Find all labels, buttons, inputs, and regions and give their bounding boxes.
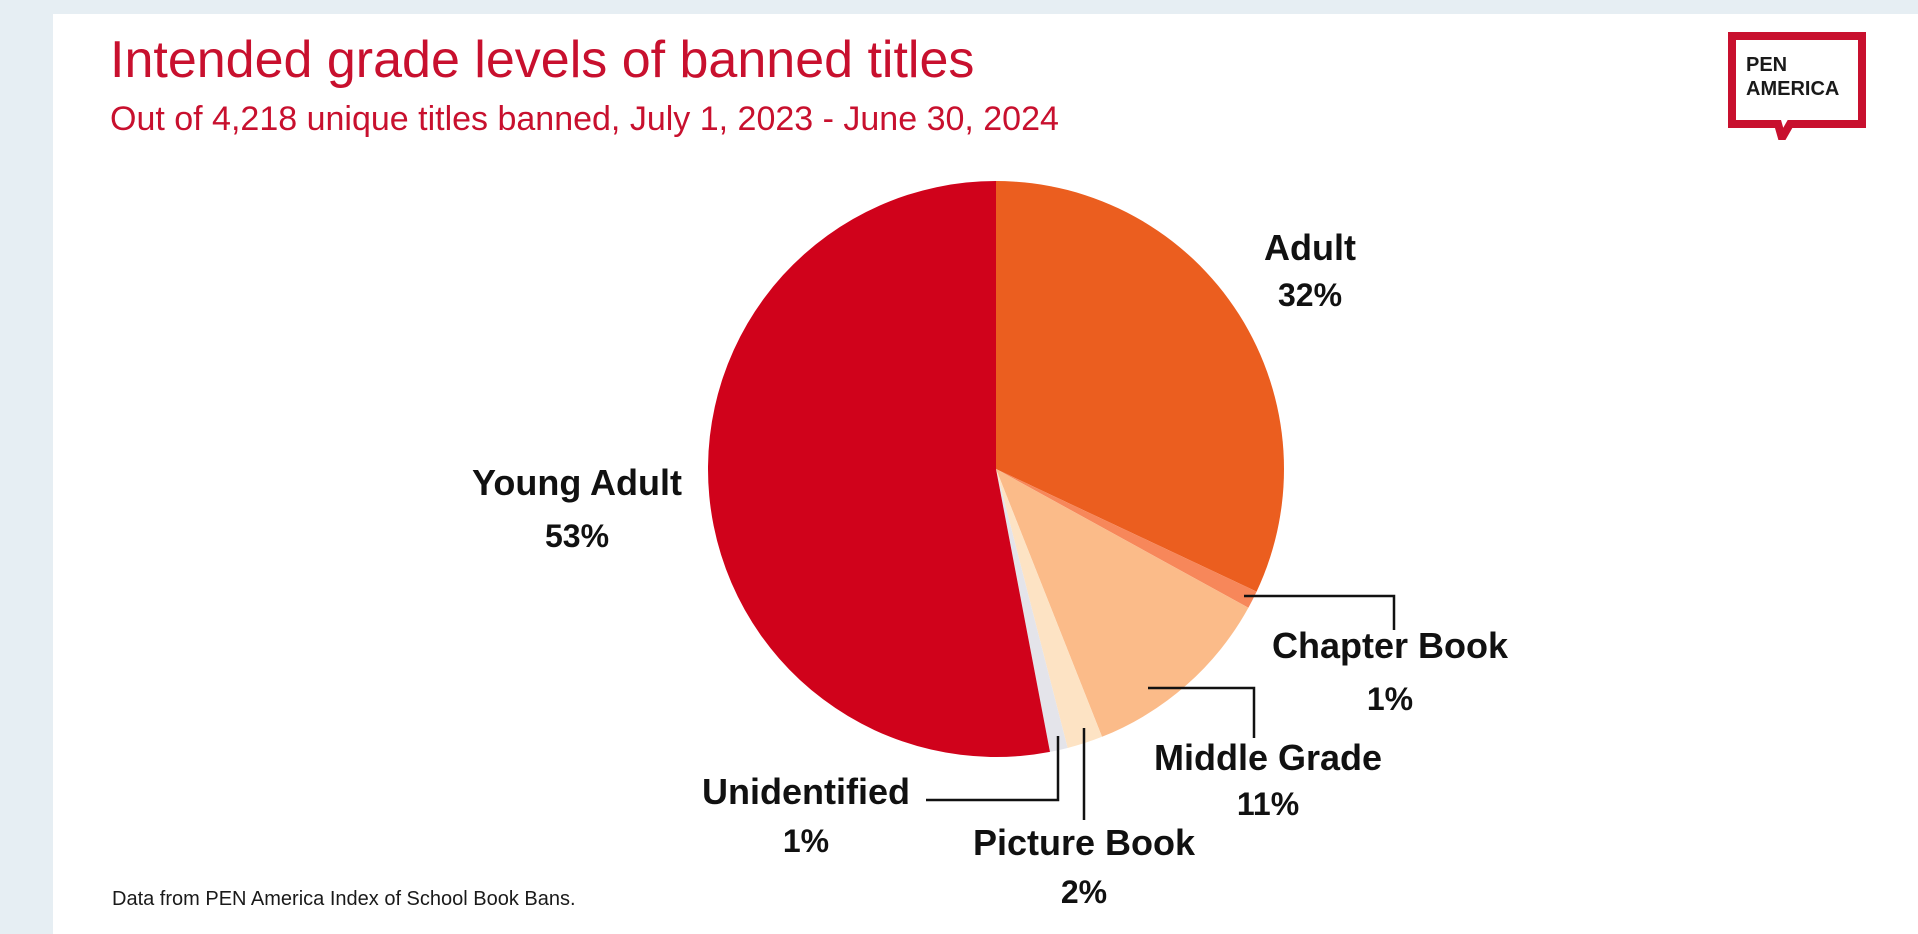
- pen-america-logo: [1728, 32, 1866, 140]
- slice-label-picture-book: Picture Book: [973, 822, 1196, 863]
- slice-value-young-adult: 53%: [545, 518, 609, 554]
- slice-label-unidentified: Unidentified: [702, 771, 910, 812]
- slice-label-young-adult: Young Adult: [472, 462, 682, 503]
- chart-subtitle: Out of 4,218 unique titles banned, July …: [110, 100, 1059, 138]
- pie-slice-chapter-book: [996, 469, 1257, 608]
- logo-line-2: AMERICA: [1746, 78, 1840, 100]
- logo-line-1: PEN: [1746, 54, 1788, 76]
- slice-value-chapter-book: 1%: [1367, 681, 1413, 717]
- leader-line-middle-grade: [1148, 686, 1256, 738]
- slice-value-picture-book: 2%: [1061, 874, 1107, 910]
- pie-slice-adult: [996, 181, 1284, 592]
- leader-line-chapter-book: [1244, 594, 1396, 630]
- pie-slice-young-adult: [708, 181, 1050, 757]
- pie-slice-unidentified: [996, 469, 1068, 752]
- slice-label-middle-grade: Middle Grade: [1154, 737, 1382, 778]
- source-note: Data from PEN America Index of School Bo…: [112, 888, 576, 910]
- slice-label-chapter-book: Chapter Book: [1272, 625, 1509, 666]
- pie-slice-middle-grade: [996, 469, 1249, 737]
- slice-label-adult: Adult: [1264, 227, 1356, 268]
- slice-value-adult: 32%: [1278, 277, 1342, 313]
- pie-slice-picture-book: [996, 469, 1103, 748]
- leader-line-unidentified: [926, 736, 1060, 802]
- slice-value-middle-grade: 11%: [1237, 786, 1299, 822]
- slice-value-unidentified: 1%: [783, 823, 829, 859]
- logo-text: PEN AMERICA: [1746, 53, 1839, 101]
- chart-title: Intended grade levels of banned titles: [110, 31, 975, 89]
